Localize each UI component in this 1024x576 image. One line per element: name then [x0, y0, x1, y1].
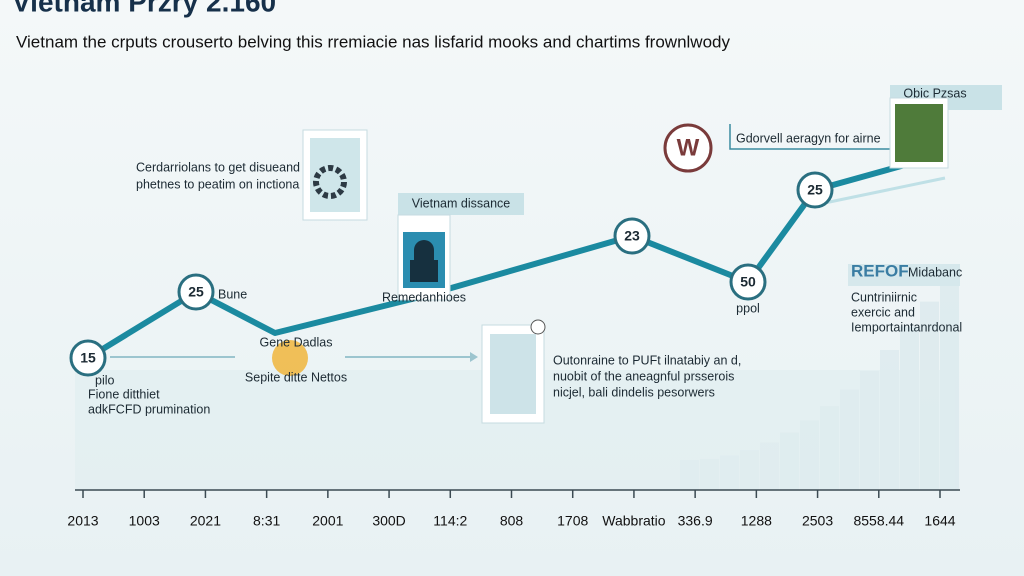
axis-label: 808 — [500, 513, 524, 529]
photo — [895, 104, 943, 162]
callout-text: Fione ditthiet — [88, 387, 160, 401]
milestone-circle — [177, 273, 215, 311]
milestone-value: 25 — [807, 182, 823, 198]
lock-icon — [410, 240, 438, 282]
axis-label: 300D — [372, 513, 405, 529]
axis-label: 8558.44 — [853, 513, 904, 529]
milestone-circle — [796, 171, 834, 209]
icon-caption: Gene Dadlas — [260, 335, 333, 349]
puzzle-badge — [530, 319, 546, 335]
callout-text: exercic and — [851, 305, 915, 319]
box-title: Vietnam dissance — [412, 196, 510, 210]
axis-label: 2013 — [67, 513, 98, 529]
callout-text: nicjel, bali dindelis pesorwers — [553, 385, 715, 399]
axis-label: 1288 — [741, 513, 772, 529]
icon-caption: Remedanhioes — [382, 290, 466, 304]
milestone-caption: Bune — [218, 287, 247, 301]
coin-icon — [272, 340, 308, 376]
axis: 2013 1003 2021 8:31 2001 300D 114:2 808 1708 Wabb… — [67, 490, 956, 529]
subtitle: Vietnam the crputs crouserto belving thi… — [16, 32, 730, 51]
milestone-value: 50 — [740, 274, 756, 290]
milestone: 25 Bune — [177, 273, 247, 311]
trend-line-shadow — [814, 176, 946, 207]
callout-text: phetnes to peatim on inctiona — [136, 177, 299, 191]
axis-label: 114:2 — [433, 513, 467, 529]
milestone-value: 15 — [80, 350, 96, 366]
axis-label: 2503 — [802, 513, 833, 529]
report-title: REFOF — [851, 261, 909, 280]
callout-text: Outonraine to PUFt ilnatabiy an d, — [553, 353, 741, 367]
axis-label: 8:31 — [253, 513, 280, 529]
connector — [729, 124, 890, 150]
lock-title-box — [398, 193, 524, 215]
milestone: 23 — [613, 217, 651, 255]
milestone: 15 pilo — [69, 339, 115, 387]
milestone-caption: pilo — [95, 373, 115, 387]
callout-text: adkFCFD prumination — [88, 402, 210, 416]
title: Vietnam Przry 2.160 — [12, 0, 276, 17]
arrow-head — [470, 352, 478, 362]
milestone-circle — [729, 263, 767, 301]
report-tag: Midabanc — [908, 265, 962, 279]
wordpress-logo — [663, 123, 713, 173]
milestone: 50 ppol — [729, 263, 767, 315]
callout-text: nuobit of the aneagnful prsserois — [553, 369, 734, 383]
milestone: 25 — [796, 171, 834, 209]
axis-label: 1708 — [557, 513, 588, 529]
callout-text: Gdorvell aeragyn for airne — [736, 131, 881, 145]
report-title-box — [848, 264, 960, 286]
milestone-circle — [69, 339, 107, 377]
axis-label: 2001 — [312, 513, 343, 529]
callout-text: Cuntriniirnic — [851, 290, 917, 304]
gear-icon — [313, 165, 347, 199]
milestone-value: 25 — [188, 284, 204, 300]
wordpress-glyph: W — [677, 134, 700, 161]
axis-label: 1003 — [129, 513, 160, 529]
box-title: Obic Pzsas — [903, 86, 966, 100]
milestone-caption: ppol — [736, 301, 760, 315]
axis-label: Wabbratio — [602, 513, 666, 529]
icon-caption: Sepite ditte Nettos — [245, 370, 347, 384]
callout-text: Cerdarriolans to get disueand — [136, 160, 300, 174]
axis-label: 1644 — [924, 513, 955, 529]
axis-label: 2021 — [190, 513, 221, 529]
puzzle-icon — [490, 334, 536, 414]
axis-label: 336.9 — [678, 513, 713, 529]
milestone-circle — [613, 217, 651, 255]
callout-text: Iemportaintanrdonal — [851, 320, 962, 334]
milestone-value: 23 — [624, 228, 640, 244]
